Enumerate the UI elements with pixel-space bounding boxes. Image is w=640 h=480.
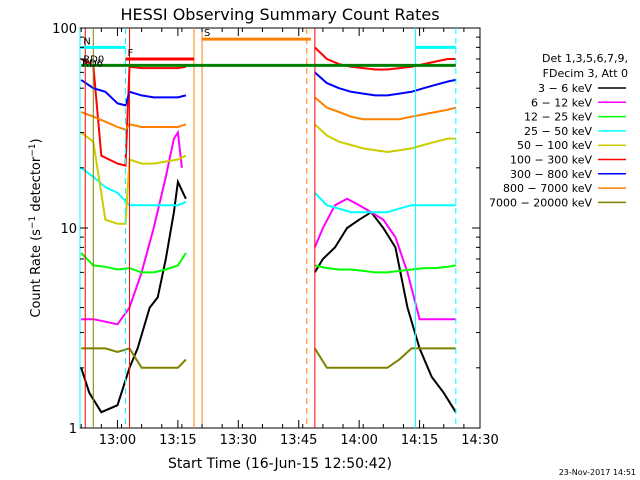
footer-date: 23-Nov-2017 14:51 bbox=[559, 468, 636, 477]
x-axis-label: Start Time (16-Jun-15 12:50:42) bbox=[168, 456, 392, 472]
series-line-2 bbox=[80, 252, 456, 274]
legend: Det 1,3,5,6,7,9, FDecim 3, Att 0 3 − 6 k… bbox=[489, 52, 628, 209]
legend-label: 800 − 7000 keV bbox=[503, 182, 592, 195]
legend-label: 300 − 800 keV bbox=[510, 168, 592, 181]
flag-label: S bbox=[204, 28, 210, 39]
series-line-3 bbox=[80, 167, 456, 214]
x-tick-label: 14:15 bbox=[401, 433, 438, 448]
x-tick-label: 14:30 bbox=[461, 433, 498, 448]
legend-label: 50 − 100 keV bbox=[517, 139, 592, 152]
legend-header-line1: Det 1,3,5,6,7,9, bbox=[542, 52, 628, 65]
flag-label: RD6 bbox=[82, 59, 103, 70]
plot-frame bbox=[79, 27, 481, 429]
series-line-6 bbox=[80, 71, 456, 107]
legend-label: 12 − 25 keV bbox=[524, 111, 592, 124]
legend-label: 3 − 6 keV bbox=[538, 82, 592, 95]
legend-label: 100 − 300 keV bbox=[510, 154, 592, 167]
series-line-7 bbox=[80, 96, 457, 131]
flag-label: F bbox=[128, 48, 134, 59]
x-tick-label: 13:15 bbox=[159, 433, 196, 448]
series-line-0 bbox=[80, 178, 457, 414]
y-axis-label: Count Rate (s−1 detector−1) bbox=[28, 138, 44, 317]
legend-label: 25 − 50 keV bbox=[524, 125, 592, 138]
x-tick-label: 13:00 bbox=[99, 433, 136, 448]
chart-title: HESSI Observing Summary Count Rates bbox=[120, 5, 439, 24]
y-tick-label: 10 bbox=[60, 222, 77, 237]
flag-label: RD0 bbox=[83, 54, 104, 65]
flag-label: N bbox=[83, 36, 90, 47]
y-tick-label: 1 bbox=[69, 422, 77, 437]
series-line-8 bbox=[81, 347, 456, 369]
legend-header-line2: FDecim 3, Att 0 bbox=[543, 67, 628, 80]
x-tick-label: 13:45 bbox=[280, 433, 317, 448]
x-tick-label: 13:30 bbox=[220, 433, 257, 448]
legend-label: 7000 − 20000 keV bbox=[489, 196, 592, 209]
y-tick-label: 100 bbox=[52, 22, 77, 37]
x-tick-label: 14:00 bbox=[340, 433, 377, 448]
legend-label: 6 − 12 keV bbox=[531, 96, 592, 109]
